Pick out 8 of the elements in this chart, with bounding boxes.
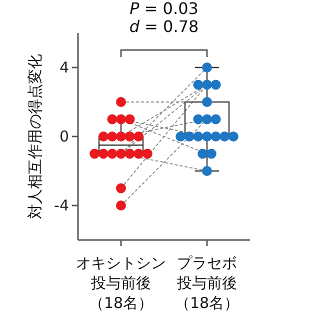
- y-axis-title: 対人相互作用の得点変化: [26, 54, 44, 219]
- text: P = 0.03: [130, 0, 198, 18]
- y-tick-label: 4: [59, 58, 69, 76]
- annotation: d = 0.78: [129, 17, 199, 36]
- x-tick-label: プラセボ投与前後（18名）: [174, 254, 240, 312]
- x-tick-label: オキシトシン投与前後（18名）: [76, 254, 166, 312]
- y-tick-label: 0: [59, 127, 69, 146]
- y-tick-label: -4: [54, 196, 69, 214]
